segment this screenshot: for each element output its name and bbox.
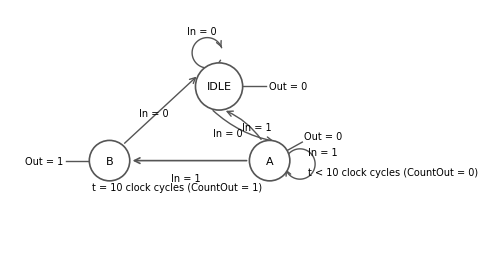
Text: t < 10 clock cycles (CountOut = 0): t < 10 clock cycles (CountOut = 0) xyxy=(309,167,479,177)
Text: In = 1: In = 1 xyxy=(309,148,338,158)
Circle shape xyxy=(89,141,130,181)
Text: B: B xyxy=(106,156,113,166)
Text: IDLE: IDLE xyxy=(207,82,231,92)
Text: Out = 0: Out = 0 xyxy=(304,132,342,142)
Text: A: A xyxy=(266,156,274,166)
Text: In = 0: In = 0 xyxy=(139,109,168,119)
Text: Out = 0: Out = 0 xyxy=(269,82,307,92)
Text: In = 1: In = 1 xyxy=(171,173,200,184)
Circle shape xyxy=(195,64,243,111)
Text: In = 1: In = 1 xyxy=(242,122,272,132)
Text: In = 0: In = 0 xyxy=(213,128,243,138)
Text: In = 0: In = 0 xyxy=(188,27,217,37)
Text: t = 10 clock cycles (CountOut = 1): t = 10 clock cycles (CountOut = 1) xyxy=(92,182,262,192)
Circle shape xyxy=(249,141,290,181)
Text: Out = 1: Out = 1 xyxy=(25,156,63,166)
